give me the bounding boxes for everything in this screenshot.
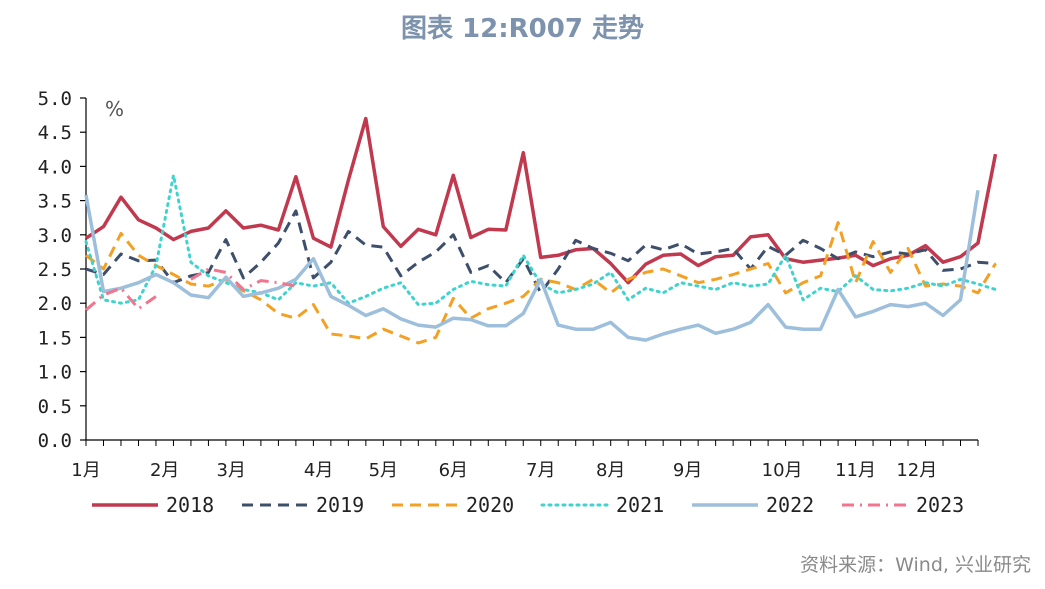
legend-label-2022: 2022	[766, 493, 814, 517]
y-tick-label: 3.0	[38, 225, 72, 247]
x-tick-label: 4月	[304, 460, 333, 481]
x-axis: 1月 2月 3月 4月 5月 6月 7月 8月 9月 10月 11月 12月	[71, 439, 979, 481]
legend-label-2018: 2018	[166, 493, 214, 517]
y-tick-label: 0.0	[38, 430, 72, 452]
x-tick-label: 8月	[596, 460, 625, 481]
x-tick-label: 11月	[835, 460, 876, 481]
y-tick-label: 1.5	[38, 327, 72, 349]
x-tick-label: 7月	[526, 460, 555, 481]
legend: 2018 2019 2020 2021 2022 2023	[92, 493, 964, 517]
source-note: 资料来源：Wind, 兴业研究	[800, 554, 1031, 576]
y-tick-label: 4.0	[38, 156, 72, 178]
series-line-2023	[85, 267, 297, 312]
y-tick-label: 3.5	[38, 191, 72, 213]
x-tick-label: 3月	[216, 460, 245, 481]
y-tick-label: 5.0	[38, 88, 72, 110]
x-tick-label: 9月	[673, 460, 702, 481]
y-tick-label: 2.0	[38, 293, 72, 315]
series-line-2022	[84, 190, 980, 342]
y-axis: 0.0 0.5 1.0 1.5 2.0 2.5 3.0 3.5 4.0 4.5 5.0	[38, 88, 87, 452]
x-tick-label: 12月	[896, 460, 937, 481]
series-line-2018	[85, 116, 998, 285]
x-tick-label: 2月	[150, 460, 179, 481]
x-tick-label: 10月	[762, 460, 803, 481]
legend-label-2020: 2020	[466, 493, 514, 517]
chart-title: 图表 12:R007 走势	[401, 14, 644, 44]
series-layer	[84, 116, 998, 345]
legend-label-2023: 2023	[916, 493, 964, 517]
y-tick-label: 4.5	[38, 122, 72, 144]
x-tick-label: 5月	[369, 460, 398, 481]
x-tick-label: 1月	[71, 460, 100, 481]
x-tick-label: 6月	[439, 460, 468, 481]
legend-label-2019: 2019	[316, 493, 364, 517]
y-unit-label: %	[105, 97, 124, 121]
y-tick-label: 2.5	[38, 259, 72, 281]
series-line-2021	[84, 173, 997, 307]
y-tick-label: 0.5	[38, 396, 72, 418]
y-tick-label: 1.0	[38, 362, 72, 384]
legend-label-2021: 2021	[616, 493, 664, 517]
